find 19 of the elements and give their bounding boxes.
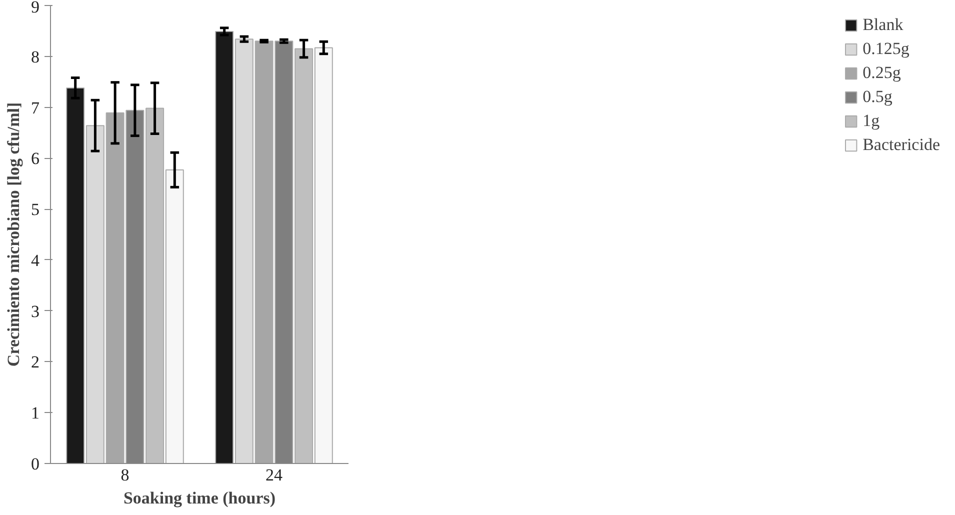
y-tick-label: 2: [31, 352, 40, 372]
x-tick-label: 24: [266, 466, 283, 484]
y-tick-label: 1: [31, 404, 40, 423]
y-tick-label: 4: [31, 250, 40, 270]
legend-label: 1g: [862, 111, 881, 131]
y-tick-label: 9: [31, 0, 40, 16]
legend-label: 0.5g: [862, 87, 892, 107]
y-tick-label: 5: [31, 200, 40, 220]
y-tick-label: 8: [31, 47, 40, 66]
y-tick-label: 0: [31, 454, 40, 474]
y-axis-title: Crecimiento microbiano [log cfu/ml]: [4, 102, 23, 367]
y-tick-label: 7: [31, 98, 40, 118]
y-tick-label: 3: [31, 302, 40, 321]
legend-label: Blank: [862, 15, 904, 35]
legend-label: 0.25g: [862, 63, 901, 83]
legend-label: Bactericide: [862, 135, 940, 155]
legend-label: 0.125g: [862, 39, 910, 59]
x-axis-title: Soaking time (hours): [123, 488, 276, 508]
y-tick-label: 6: [31, 149, 40, 168]
